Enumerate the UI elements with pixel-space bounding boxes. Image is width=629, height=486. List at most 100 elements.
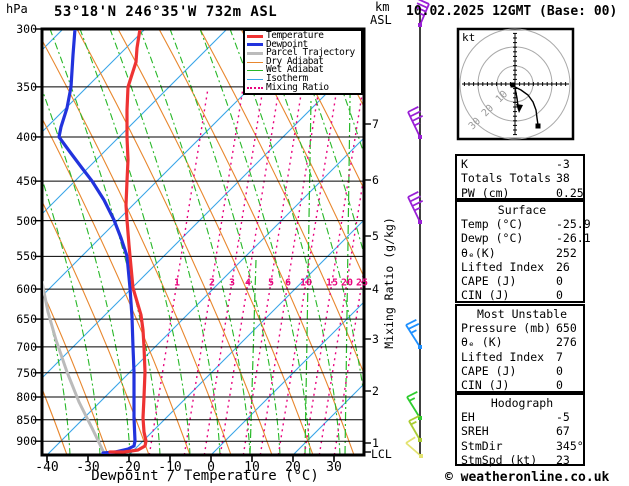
parcel-trajectory-curve [43,280,106,454]
pressure-tick-label: 750 [16,365,37,380]
info-row-value: 276 [556,335,577,350]
asl-axis-unit: ASL [370,13,392,27]
wind-barb-tick [408,322,420,330]
info-row-label: Lifted Index [461,349,545,364]
wet-adiabat-line [79,30,191,454]
info-row-label: Temp (°C) [461,217,524,231]
info-row-label: Dewp (°C) [461,231,524,246]
pressure-tick-label: 700 [16,339,37,354]
info-row-label: CAPE (J) [461,274,517,289]
dry-adiabat-line [610,29,629,455]
info-row-value: 67 [556,424,570,439]
wind-barb-tick [416,2,428,9]
dry-adiabat-line [117,30,314,454]
dewpoint-curve [57,30,137,454]
wet-adiabat-line [109,30,221,454]
legend-item: Dewpoint [247,40,359,50]
dry-adiabat-line [158,30,355,454]
temperature-tick-label: 10 [244,460,260,475]
info-row: K -3 [461,157,583,171]
legend-label: Parcel Trajectory [266,47,355,59]
legend-line-sample [247,43,263,47]
legend-line-sample [247,61,263,63]
hodograph [456,27,575,141]
wind-barb-halftick [414,121,421,127]
wet-adiabat-line [289,30,363,253]
wind-barb-shaft [408,420,421,441]
legend-label: Wet Adiabat [266,64,324,76]
pressure-tick-label: 800 [16,390,37,404]
lcl-label: LCL [371,447,392,461]
datetime-label: 10.02.2025 12GMT (Base: 00) [406,4,618,19]
info-row: θₑ (K) 276 [461,335,583,349]
info-row-label: K [461,157,468,171]
legend-label: Temperature [266,30,324,41]
hodograph-marker [535,123,541,129]
hodograph-trace [512,85,539,126]
page-title: 53°18'N 246°35'W 732m ASL [54,4,278,20]
mixing-ratio-value: 15 [326,278,338,289]
km-tick-label: 1 [372,436,379,450]
info-row: Temp (°C) -25.9 [461,217,591,231]
dry-adiabat-line [43,202,150,454]
legend: Temperature Dewpoint Parcel Trajectory Dry … [243,29,363,95]
pressure-tick-label: 500 [16,213,37,228]
info-row: PW (cm) 0.25 [461,185,584,200]
info-row-label: PW (cm) [461,185,510,200]
legend-line-sample [247,70,263,72]
info-row-value: 38 [556,171,570,186]
info-row-label: CIN (J) [461,378,510,393]
pressure-tick-label: 600 [16,282,37,297]
info-row-label: θₑ(K) [461,245,496,260]
mixing-ratio-labels: 1 2 3 4 5 6 10 15 20 25 [174,278,368,289]
mixing-ratio-line [259,89,320,454]
info-row-value: 0 [556,274,563,289]
dry-adiabat-line [43,291,109,454]
mixing-ratio-line [219,89,280,454]
legend-item: Isotherm [247,74,359,84]
hodograph-unit-label: kt [462,31,476,44]
x-axis-title: Dewpoint / Temperature (°C) [91,468,319,484]
hodograph-arrowhead [516,104,523,113]
mixing-ratio-value: 1 [174,278,180,289]
temperature-tick-label: 20 [285,460,301,475]
km-tick-label: 6 [372,173,379,187]
wind-barb-tick [407,106,419,113]
info-section-title: Most Unstable [476,307,567,321]
info-row-label: θₑ (K) [461,335,503,350]
hodograph-trace-branch [514,87,519,107]
wet-adiabat-line [43,90,131,454]
wind-barb-shaft [406,396,421,419]
mixing-ratio-value: 25 [356,278,368,289]
wind-barb-halftick [408,397,416,402]
info-row-value: 0 [556,378,563,393]
info-row-label: SREH [461,424,489,439]
plot-border [40,27,366,457]
info-row-value: -25.9 [556,217,591,231]
info-row-value: -5 [556,410,570,424]
mixing-ratio-value: 3 [229,278,235,289]
legend-item: Wet Adiabat [247,64,359,76]
info-row: Lifted Index 7 [461,350,583,364]
wind-barb-halftick [414,206,421,212]
mixing-ratio-line [333,271,363,454]
info-row-label: EH [461,410,475,424]
wind-barb-tick [405,436,416,444]
pressure-tick-label: 400 [16,129,37,144]
pressure-axis-unit: hPa [6,2,28,16]
wind-barb-station [418,23,422,27]
info-row-value: 650 [556,321,577,335]
wet-adiabat-line [139,30,251,454]
wind-barb-column [405,0,430,458]
info-row-label: StmSpd (kt) [461,452,538,467]
info-section: Most Unstable Pressure (mb) 650 θₑ (K) 276 Li… [455,304,585,393]
mixing-ratio-axis-title: Mixing Ratio (g/kg) [382,217,396,349]
wind-barb-halftick [418,12,425,17]
pressure-tick-label: 350 [16,79,37,94]
info-row: CIN (J) 0 [461,378,583,392]
pressure-tick-label: 550 [16,249,37,264]
mixing-ratio-line [203,89,264,454]
wind-barb-tick [407,191,419,198]
mixing-ratio-line [242,89,303,454]
mixing-ratio-value: 10 [300,278,312,289]
